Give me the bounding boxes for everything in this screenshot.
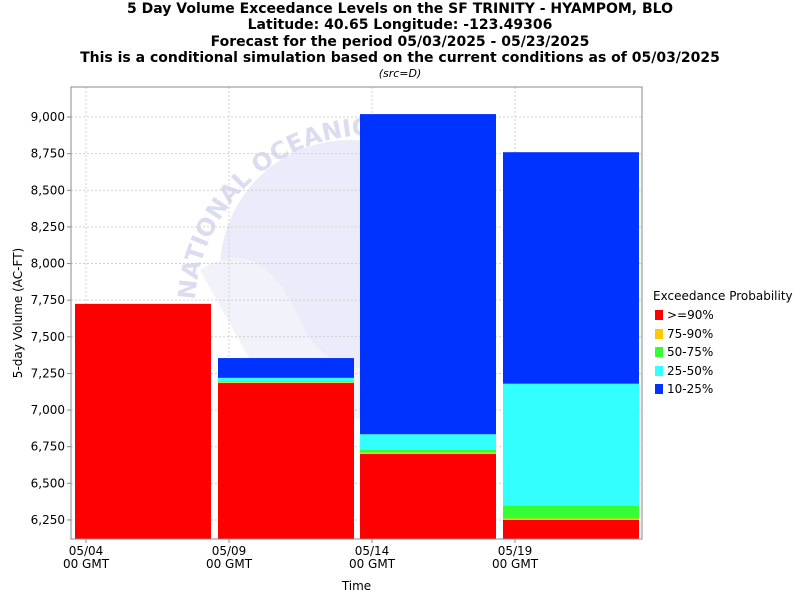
y-tick-label: 6,250	[31, 513, 65, 527]
chart-title-line-3: Forecast for the period 05/03/2025 - 05/…	[210, 34, 590, 50]
bar-group	[218, 358, 354, 539]
y-tick-label: 7,500	[31, 330, 65, 344]
legend-item: 50-75%	[653, 343, 793, 362]
chart-legend: Exceedance Probability >=90% 75-90% 50-7…	[653, 289, 793, 399]
legend-swatch	[655, 347, 663, 358]
chart-title-line-2: Latitude: 40.65 Longitude: -123.49306	[247, 17, 553, 33]
bar-group	[503, 152, 639, 539]
chart-bars	[75, 114, 639, 539]
source-note: (src=D)	[378, 67, 422, 80]
bar-segment	[503, 152, 639, 384]
y-tick-label: 7,000	[31, 403, 65, 417]
legend-item: 10-25%	[653, 380, 793, 399]
bar-segment	[360, 454, 496, 539]
bar-segment	[218, 377, 354, 382]
y-tick-label: 8,500	[31, 183, 65, 197]
legend-swatch	[655, 328, 663, 339]
x-tick-label-date: 05/09	[212, 544, 247, 558]
legend-label: >=90%	[667, 308, 714, 323]
bar-segment	[360, 452, 496, 455]
bar-segment	[218, 382, 354, 539]
bar-segment	[503, 518, 639, 520]
x-tick-label-time: 00 GMT	[492, 557, 539, 571]
x-tick-label-time: 00 GMT	[206, 557, 253, 571]
bar-segment	[360, 114, 496, 435]
bar-group	[360, 114, 496, 539]
x-tick-label-date: 05/04	[69, 544, 104, 558]
x-tick-label-time: 00 GMT	[349, 557, 396, 571]
bar-group	[75, 303, 211, 539]
x-tick-label-date: 05/14	[355, 544, 390, 558]
legend-label: 75-90%	[667, 326, 714, 341]
bar-segment	[360, 434, 496, 450]
x-axis-label: Time	[341, 579, 371, 593]
legend-label: 50-75%	[667, 345, 714, 360]
y-tick-label: 8,000	[31, 257, 65, 271]
y-axis: 6,250 6,500 6,750 7,000 7,250 7,500 7,750 8,000…	[31, 110, 71, 527]
bar-segment	[218, 381, 354, 383]
legend-swatch	[655, 365, 663, 376]
bar-segment	[75, 303, 211, 539]
y-tick-label: 8,750	[31, 147, 65, 161]
bar-segment	[503, 505, 639, 519]
plot-frame	[70, 86, 643, 540]
y-tick-label: 7,250	[31, 366, 65, 380]
legend-swatch	[655, 310, 663, 321]
x-tick-label-date: 05/19	[498, 544, 533, 558]
y-tick-label: 7,750	[31, 293, 65, 307]
legend-title: Exceedance Probability	[653, 289, 793, 303]
bar-segment	[218, 358, 354, 378]
y-tick-label: 6,500	[31, 476, 65, 490]
chart-title-line-4: This is a conditional simulation based o…	[80, 50, 720, 66]
y-tick-label: 6,750	[31, 440, 65, 454]
y-tick-label: 8,250	[31, 220, 65, 234]
bar-segment	[503, 519, 639, 539]
chart-title-line-1: 5 Day Volume Exceedance Levels on the SF…	[127, 1, 673, 17]
legend-label: 25-50%	[667, 363, 714, 378]
bar-segment	[360, 449, 496, 453]
legend-item: 25-50%	[653, 362, 793, 381]
y-tick-label: 9,000	[31, 110, 65, 124]
legend-item: 75-90%	[653, 325, 793, 344]
legend-item: >=90%	[653, 306, 793, 325]
bar-segment	[218, 382, 354, 383]
legend-label: 10-25%	[667, 382, 714, 397]
y-axis-label: 5-day Volume (AC-FT)	[11, 248, 25, 378]
bar-segment	[503, 383, 639, 506]
legend-swatch	[655, 384, 663, 395]
x-tick-label-time: 00 GMT	[63, 557, 110, 571]
